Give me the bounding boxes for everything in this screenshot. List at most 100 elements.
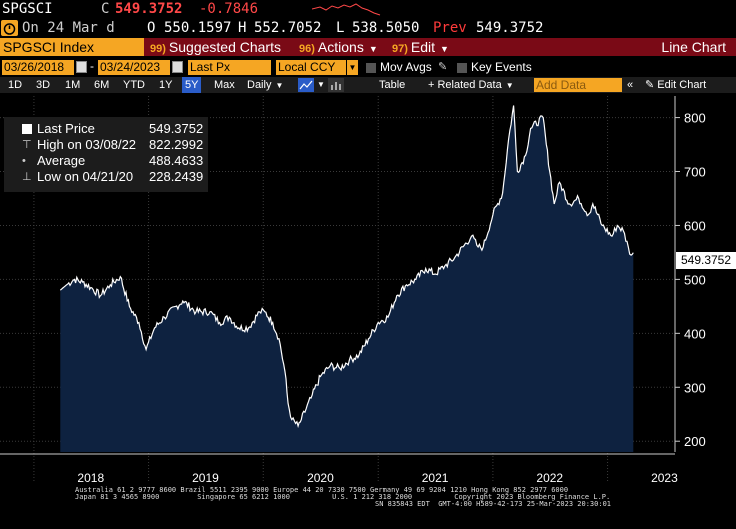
footer-line-2: Japan 81 3 4565 8900 Singapore 65 6212 1… — [75, 493, 611, 501]
legend-low-value: 228.2439 — [149, 169, 204, 184]
x-tick-label: 2018 — [77, 471, 104, 485]
price-area — [60, 105, 634, 452]
chevron-down-icon: ▼ — [505, 81, 514, 90]
price-line — [59, 105, 634, 429]
actions-num: 96) — [299, 43, 315, 55]
high-label: H — [238, 20, 247, 36]
prev-label: Prev — [433, 20, 467, 36]
high-value: 552.7052 — [254, 20, 322, 36]
low-marker-icon: ⊥ — [22, 171, 32, 183]
actions-label: Actions — [317, 39, 364, 55]
range-toolbar: 1D 3D 1M 6M YTD 1Y 5Y Max Daily ▼ ▼ Table… — [0, 77, 736, 93]
pencil-icon[interactable]: ✎ — [438, 61, 448, 73]
price-change: -0.7846 — [199, 1, 259, 17]
key-events-toggle[interactable]: Key Events — [457, 60, 532, 75]
range-5y[interactable]: 5Y — [182, 77, 202, 93]
field-select[interactable]: Last Px — [188, 60, 271, 75]
chevron-down-icon[interactable]: ▼ — [317, 80, 325, 89]
footer-line-1: Australia 61 2 9777 8600 Brazil 5511 239… — [75, 486, 569, 494]
bar-chart-icon[interactable] — [328, 78, 344, 92]
open-value: 550.1597 — [164, 20, 232, 36]
checkbox-icon — [366, 62, 376, 73]
controls-bar: 03/26/2018 - 03/24/2023 Last Px Local CC… — [0, 59, 736, 76]
range-6m[interactable]: 6M — [94, 79, 110, 91]
quote-date: On 24 Mar d — [22, 20, 115, 36]
range-ytd[interactable]: YTD — [123, 79, 145, 91]
edit-menu[interactable]: 97) Edit ▼ — [392, 38, 449, 56]
legend-avg-label: Average — [37, 153, 86, 168]
y-tick-label: 300 — [684, 380, 706, 395]
ticker[interactable]: SPGSCI — [2, 1, 53, 17]
x-tick-label: 2022 — [536, 471, 563, 485]
suggested-charts-button[interactable]: 99) Suggested Charts — [150, 38, 281, 56]
last-value-label: 549.3752 — [676, 252, 736, 269]
sparkline-icon — [312, 3, 381, 16]
x-tick-label: 2019 — [192, 471, 219, 485]
collapse-icon[interactable]: « — [627, 79, 634, 91]
related-data-menu[interactable]: + Related Data ▼ — [428, 77, 514, 94]
mov-avgs-label: Mov Avgs — [380, 60, 432, 74]
menu-bar: SPGSCI Index 99) Suggested Charts 96) Acti… — [0, 38, 736, 56]
x-tick-label: 2021 — [422, 471, 449, 485]
last-label: C — [101, 1, 110, 17]
pencil-icon: ✎ — [645, 79, 658, 91]
legend-last-value: 549.3752 — [149, 121, 204, 136]
chevron-down-icon: ▼ — [368, 44, 378, 54]
mov-avgs-toggle[interactable]: Mov Avgs — [366, 60, 432, 75]
period-label: Daily — [247, 79, 272, 91]
calendar-icon[interactable] — [172, 61, 183, 73]
key-events-label: Key Events — [471, 60, 532, 74]
range-1d[interactable]: 1D — [8, 79, 23, 91]
start-date-input[interactable]: 03/26/2018 — [2, 60, 74, 75]
y-tick-label: 200 — [684, 434, 706, 449]
chevron-down-icon: ▼ — [275, 81, 284, 90]
x-tick-label: 2023 — [651, 471, 678, 485]
open-label: O — [147, 20, 156, 36]
suggested-label: Suggested Charts — [168, 39, 281, 55]
x-tick-label: 2020 — [307, 471, 334, 485]
legend-avg-value: 488.4633 — [149, 153, 204, 168]
footer-text: Australia 61 2 9777 8600 Brazil 5511 239… — [75, 487, 611, 508]
calendar-icon[interactable] — [76, 61, 87, 73]
range-max[interactable]: Max — [214, 79, 235, 91]
high-marker-icon: ⊤ — [22, 139, 32, 151]
edit-chart-button[interactable]: ✎ Edit Chart — [645, 77, 706, 93]
last-price: 549.3752 — [115, 1, 183, 17]
legend-last-label: Last Price — [37, 121, 95, 136]
chart-type-title: Line Chart — [661, 39, 726, 55]
table-button[interactable]: Table — [379, 79, 406, 91]
currency-select[interactable]: Local CCY — [276, 60, 346, 75]
legend-high-label: High on 03/08/22 — [37, 137, 137, 152]
add-data-input[interactable]: Add Data — [534, 78, 622, 92]
y-tick-label: 500 — [684, 272, 706, 287]
security-index-field[interactable]: SPGSCI Index — [0, 38, 144, 56]
range-1y[interactable]: 1Y — [159, 79, 173, 91]
low-label: L — [336, 20, 345, 36]
related-data-label: Related Data — [437, 79, 502, 91]
plus-icon: + — [428, 79, 438, 91]
chevron-down-icon[interactable]: ▼ — [347, 60, 358, 75]
date-separator: - — [90, 59, 94, 73]
low-value: 538.5050 — [352, 20, 420, 36]
y-axis: 200 300 400 500 600 700 800 — [674, 96, 706, 452]
quote-details: On 24 Mar d O 550.1597 H 552.7052 L 538.… — [0, 19, 736, 38]
end-date-input[interactable]: 03/24/2023 — [98, 60, 170, 75]
legend: Last Price 549.3752 ⊤ High on 03/08/22 8… — [4, 117, 208, 192]
x-axis: 2018 2019 2020 2021 2022 2023 — [0, 453, 678, 485]
y-tick-label: 600 — [684, 218, 706, 233]
quote-header: SPGSCI C 549.3752 -0.7846 — [0, 0, 736, 19]
prev-value: 549.3752 — [476, 20, 544, 36]
suggested-num: 99) — [150, 43, 166, 55]
period-select[interactable]: Daily ▼ — [247, 77, 283, 94]
actions-menu[interactable]: 96) Actions ▼ — [299, 38, 378, 56]
clock-icon[interactable] — [1, 20, 18, 36]
average-marker-icon: • — [22, 155, 26, 167]
range-1m[interactable]: 1M — [65, 79, 81, 91]
checkbox-icon — [457, 62, 467, 73]
footer-line-3: SN 835843 EDT GMT-4:00 H589-42-173 25-Ma… — [375, 500, 612, 508]
line-chart-icon[interactable] — [298, 78, 314, 92]
range-3d[interactable]: 3D — [36, 79, 51, 91]
edit-label: Edit — [410, 39, 436, 55]
y-tick-label: 400 — [684, 326, 706, 341]
